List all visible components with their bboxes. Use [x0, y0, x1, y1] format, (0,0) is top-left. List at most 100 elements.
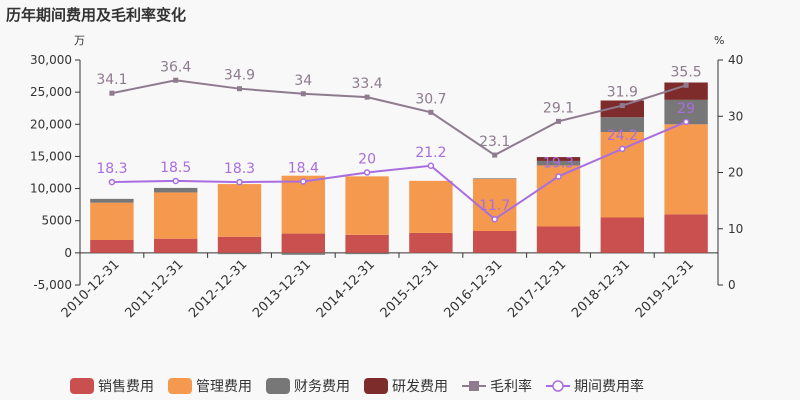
- series-marker: [109, 90, 115, 96]
- bar-segment: [536, 157, 581, 161]
- left-tick-label: -5,000: [33, 278, 72, 292]
- series-marker: [172, 177, 179, 185]
- bar-segment: [600, 117, 644, 132]
- series-marker: [491, 215, 498, 223]
- left-tick-label: 5000: [41, 214, 72, 228]
- x-category-label: 2016-12-31: [441, 257, 505, 321]
- legend-swatch: [266, 378, 290, 394]
- data-label: 29: [677, 101, 695, 117]
- series-marker: [619, 103, 625, 109]
- data-label: 23.1: [479, 134, 510, 150]
- bar-segment: [600, 100, 644, 118]
- data-label: 18.3: [96, 161, 127, 177]
- bar-segment: [217, 252, 262, 255]
- left-tick-label: 30,000: [30, 53, 72, 67]
- data-label: 34.9: [224, 68, 255, 84]
- legend-label: 研发费用: [392, 379, 448, 395]
- bar-segment: [473, 231, 517, 253]
- data-label: 18.5: [160, 160, 191, 176]
- left-tick-label: 25,000: [30, 85, 72, 99]
- bar-segment: [154, 192, 198, 239]
- right-tick-label: 0: [728, 278, 736, 292]
- series-marker: [619, 145, 626, 153]
- x-category-label: 2017-12-31: [505, 257, 569, 321]
- bar-segment: [281, 252, 325, 255]
- bar-segment: [536, 226, 581, 253]
- x-category-label: 2014-12-31: [314, 257, 378, 321]
- series-marker: [236, 178, 243, 186]
- bar-segment: [345, 252, 389, 255]
- series-marker: [173, 77, 179, 83]
- legend-swatch: [364, 378, 388, 394]
- bar-segment: [90, 202, 134, 240]
- bar-segment: [345, 176, 389, 235]
- bar-segment: [600, 132, 644, 218]
- bar-segment: [664, 214, 708, 253]
- data-label: 31.9: [607, 85, 638, 101]
- data-label: 18.3: [224, 161, 255, 177]
- series-marker: [300, 91, 306, 97]
- legend-swatch: [168, 378, 192, 394]
- bar-segment: [217, 184, 262, 237]
- data-label: 30.7: [415, 91, 446, 107]
- legend-label: 管理费用: [196, 379, 252, 395]
- left-tick-label: 15,000: [30, 149, 72, 163]
- left-tick-label: 0: [64, 246, 72, 260]
- x-category-label: 2015-12-31: [378, 257, 442, 321]
- bar-segment: [154, 238, 198, 253]
- chart-title: 历年期间费用及毛利率变化: [6, 6, 186, 24]
- data-label: 11.7: [479, 198, 510, 214]
- data-label: 29.1: [543, 100, 574, 116]
- x-category-label: 2019-12-31: [633, 257, 697, 321]
- legend-label: 期间费用率: [574, 378, 644, 395]
- legend-label: 毛利率: [490, 378, 532, 395]
- bar-segment: [600, 217, 644, 253]
- lines: 34.1 36.4 34.9 34 33.4 30.7 23.1 29.1 31.9 35.5 18…: [96, 59, 702, 223]
- bar-segment: [90, 240, 134, 253]
- series-line: [111, 120, 687, 221]
- right-tick-label: 10: [728, 222, 743, 236]
- left-tick-label: 20,000: [30, 117, 72, 131]
- series-marker: [555, 173, 562, 180]
- data-label: 33.4: [352, 76, 383, 92]
- series-marker: [683, 82, 689, 88]
- bar-segment: [281, 175, 325, 234]
- series-marker: [108, 178, 116, 186]
- bar-segment: [409, 252, 453, 254]
- bars: [90, 82, 708, 255]
- bar-segment: [345, 234, 389, 253]
- data-label: 36.4: [160, 59, 191, 75]
- series-marker: [492, 152, 498, 158]
- data-label: 24.2: [607, 128, 638, 144]
- bar-segment: [536, 160, 581, 166]
- bar-segment: [409, 232, 453, 253]
- x-category-label: 2018-12-31: [569, 257, 633, 321]
- x-category-label: 2011-12-31: [122, 257, 186, 321]
- legend-marker: [469, 381, 479, 391]
- bar-segment: [664, 82, 708, 100]
- x-category-label: 2012-12-31: [186, 257, 250, 321]
- right-tick-label: 30: [728, 109, 743, 123]
- series-marker: [682, 118, 690, 126]
- legend-marker: [552, 380, 564, 392]
- data-label: 34.1: [96, 72, 127, 88]
- right-tick-label: 20: [728, 166, 743, 180]
- data-label: 20: [358, 152, 376, 168]
- series-line: [111, 79, 687, 157]
- data-label: 21.2: [415, 145, 446, 161]
- series-marker: [427, 162, 435, 169]
- series-marker: [556, 118, 561, 124]
- legend-label: 财务费用: [294, 379, 350, 395]
- data-label: 18.4: [288, 161, 319, 177]
- right-axis-unit: %: [714, 34, 724, 47]
- data-label: 35.5: [671, 64, 702, 80]
- bar-segment: [90, 198, 134, 203]
- bar-segment: [664, 124, 708, 215]
- series-marker: [363, 169, 371, 176]
- legend: 销售费用 管理费用 财务费用 研发费用 毛利率 期间费用率: [70, 378, 644, 395]
- series-marker: [428, 109, 434, 115]
- legend-label: 销售费用: [98, 379, 154, 395]
- right-tick-label: 40: [728, 53, 743, 67]
- left-tick-label: 10,000: [30, 182, 72, 196]
